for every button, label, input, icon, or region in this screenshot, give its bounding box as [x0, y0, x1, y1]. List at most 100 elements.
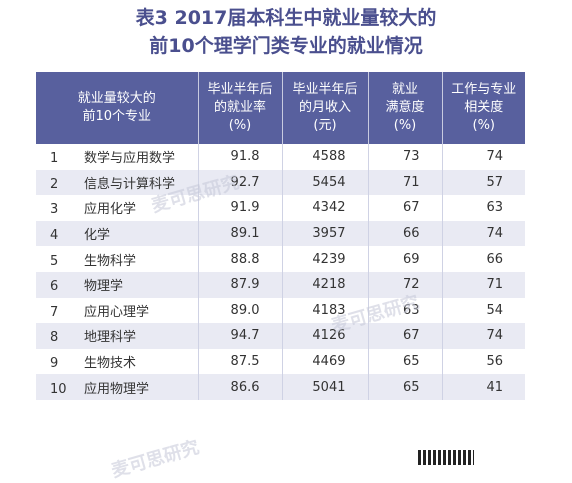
- header-employment-rate: 毕业半年后 的就业率 (%): [197, 72, 282, 144]
- income-cell: 4126: [281, 323, 368, 349]
- rank-number: 5: [50, 253, 59, 269]
- major-name: 应用物理学: [84, 381, 150, 397]
- header-major-line: 就业量较大的: [77, 91, 156, 106]
- employment-cell: 88.8: [197, 246, 282, 272]
- relevance-cell: 71: [441, 271, 525, 298]
- satisfaction-cell: 69: [367, 246, 442, 272]
- major-cell: 10 应用物理学: [36, 374, 198, 400]
- major-name: 信息与计算科学: [84, 176, 176, 192]
- major-name: 生物科学: [84, 253, 137, 269]
- rank-number: 9: [50, 356, 59, 372]
- relevance-cell: 74: [441, 323, 525, 349]
- major-name: 应用化学: [84, 202, 137, 218]
- major-cell: 2 信息与计算科学: [36, 169, 198, 196]
- table-row: 5 生物科学 88.8 4239 69 66: [36, 246, 525, 272]
- major-cell: 5 生物科学: [36, 246, 198, 272]
- major-name: 生物技术: [84, 356, 137, 372]
- rank-number: 8: [50, 330, 59, 346]
- table-body: 1 数学与应用数学 91.8 4588 73 74 2 信息与计算科学 92.7 5454 71 57…: [36, 144, 525, 400]
- qr-code-icon: [418, 450, 474, 465]
- rank-number: 2: [50, 176, 59, 192]
- header-line: 就业: [391, 82, 418, 97]
- table-row: 7 应用心理学 89.0 4183 63 54: [36, 297, 525, 324]
- header-satisfaction: 就业 满意度 (%): [367, 72, 442, 144]
- relevance-cell: 57: [441, 169, 525, 196]
- major-cell: 7 应用心理学: [36, 297, 198, 324]
- employment-cell: 87.9: [197, 271, 282, 298]
- employment-cell: 89.1: [197, 220, 282, 247]
- watermark-text: 麦可思研究: [109, 436, 202, 482]
- employment-cell: 86.6: [197, 374, 282, 400]
- income-cell: 5454: [281, 169, 368, 196]
- income-cell: 4342: [281, 195, 368, 221]
- header-line: 相关度: [464, 100, 504, 115]
- employment-cell: 94.7: [197, 323, 282, 349]
- rank-number: 3: [50, 202, 59, 218]
- rank-number: 7: [50, 304, 59, 320]
- relevance-cell: 66: [441, 246, 525, 272]
- rank-number: 1: [50, 151, 59, 167]
- satisfaction-cell: 67: [367, 195, 442, 221]
- employment-cell: 89.0: [197, 297, 282, 324]
- relevance-cell: 41: [441, 374, 525, 400]
- major-name: 数学与应用数学: [84, 151, 176, 167]
- employment-cell: 87.5: [197, 348, 282, 375]
- major-name: 化学: [84, 228, 111, 244]
- header-line: 满意度: [385, 100, 425, 115]
- major-cell: 3 应用化学: [36, 195, 198, 221]
- major-cell: 9 生物技术: [36, 348, 198, 375]
- table-row: 6 物理学 87.9 4218 72 71: [36, 271, 525, 298]
- header-line: 毕业半年后: [292, 82, 358, 97]
- rank-number: 10: [50, 381, 67, 397]
- table-row: 2 信息与计算科学 92.7 5454 71 57: [36, 169, 525, 196]
- satisfaction-cell: 73: [367, 144, 442, 170]
- income-cell: 4588: [281, 144, 368, 170]
- rank-number: 6: [50, 279, 59, 295]
- title-line-2: 前10个理学门类专业的就业情况: [149, 35, 423, 57]
- relevance-cell: 74: [441, 220, 525, 247]
- major-name: 应用心理学: [84, 304, 150, 320]
- major-name: 地理科学: [84, 330, 137, 346]
- rank-number: 4: [50, 228, 59, 244]
- title-line-1: 表3 2017届本科生中就业量较大的: [135, 7, 437, 29]
- table-row: 10 应用物理学 86.6 5041 65 41: [36, 374, 525, 400]
- income-cell: 4218: [281, 271, 368, 298]
- header-line: (元): [313, 118, 337, 133]
- income-cell: 4183: [281, 297, 368, 324]
- header-line: 的月收入: [298, 100, 351, 115]
- employment-cell: 91.8: [197, 144, 282, 170]
- table-row: 8 地理科学 94.7 4126 67 74: [36, 323, 525, 349]
- income-cell: 4469: [281, 348, 368, 375]
- relevance-cell: 63: [441, 195, 525, 221]
- satisfaction-cell: 67: [367, 323, 442, 349]
- major-cell: 8 地理科学: [36, 323, 198, 349]
- satisfaction-cell: 65: [367, 374, 442, 400]
- header-monthly-income: 毕业半年后 的月收入 (元): [281, 72, 368, 144]
- relevance-cell: 54: [441, 297, 525, 324]
- relevance-cell: 56: [441, 348, 525, 375]
- header-row: 就业量较大的 前10个专业 毕业半年后 的就业率 (%) 毕业半年后 的月收入 …: [36, 72, 525, 144]
- satisfaction-cell: 71: [367, 169, 442, 196]
- income-cell: 3957: [281, 220, 368, 247]
- table-row: 9 生物技术 87.5 4469 65 56: [36, 348, 525, 375]
- header-line: 毕业半年后: [207, 82, 273, 97]
- employment-table: 就业量较大的 前10个专业 毕业半年后 的就业率 (%) 毕业半年后 的月收入 …: [36, 72, 525, 400]
- header-line: (%): [472, 118, 496, 133]
- satisfaction-cell: 65: [367, 348, 442, 375]
- table-row: 1 数学与应用数学 91.8 4588 73 74: [36, 144, 525, 170]
- satisfaction-cell: 63: [367, 297, 442, 324]
- header-line: 工作与专业: [451, 82, 517, 97]
- major-cell: 4 化学: [36, 220, 198, 247]
- relevance-cell: 74: [441, 144, 525, 170]
- income-cell: 5041: [281, 374, 368, 400]
- header-line: (%): [393, 118, 417, 133]
- satisfaction-cell: 66: [367, 220, 442, 247]
- major-name: 物理学: [84, 279, 124, 295]
- major-cell: 1 数学与应用数学: [36, 144, 198, 170]
- header-major-line: 前10个专业: [82, 109, 152, 124]
- income-cell: 4239: [281, 246, 368, 272]
- satisfaction-cell: 72: [367, 271, 442, 298]
- header-major: 就业量较大的 前10个专业: [36, 72, 198, 144]
- employment-cell: 91.9: [197, 195, 282, 221]
- major-cell: 6 物理学: [36, 271, 198, 298]
